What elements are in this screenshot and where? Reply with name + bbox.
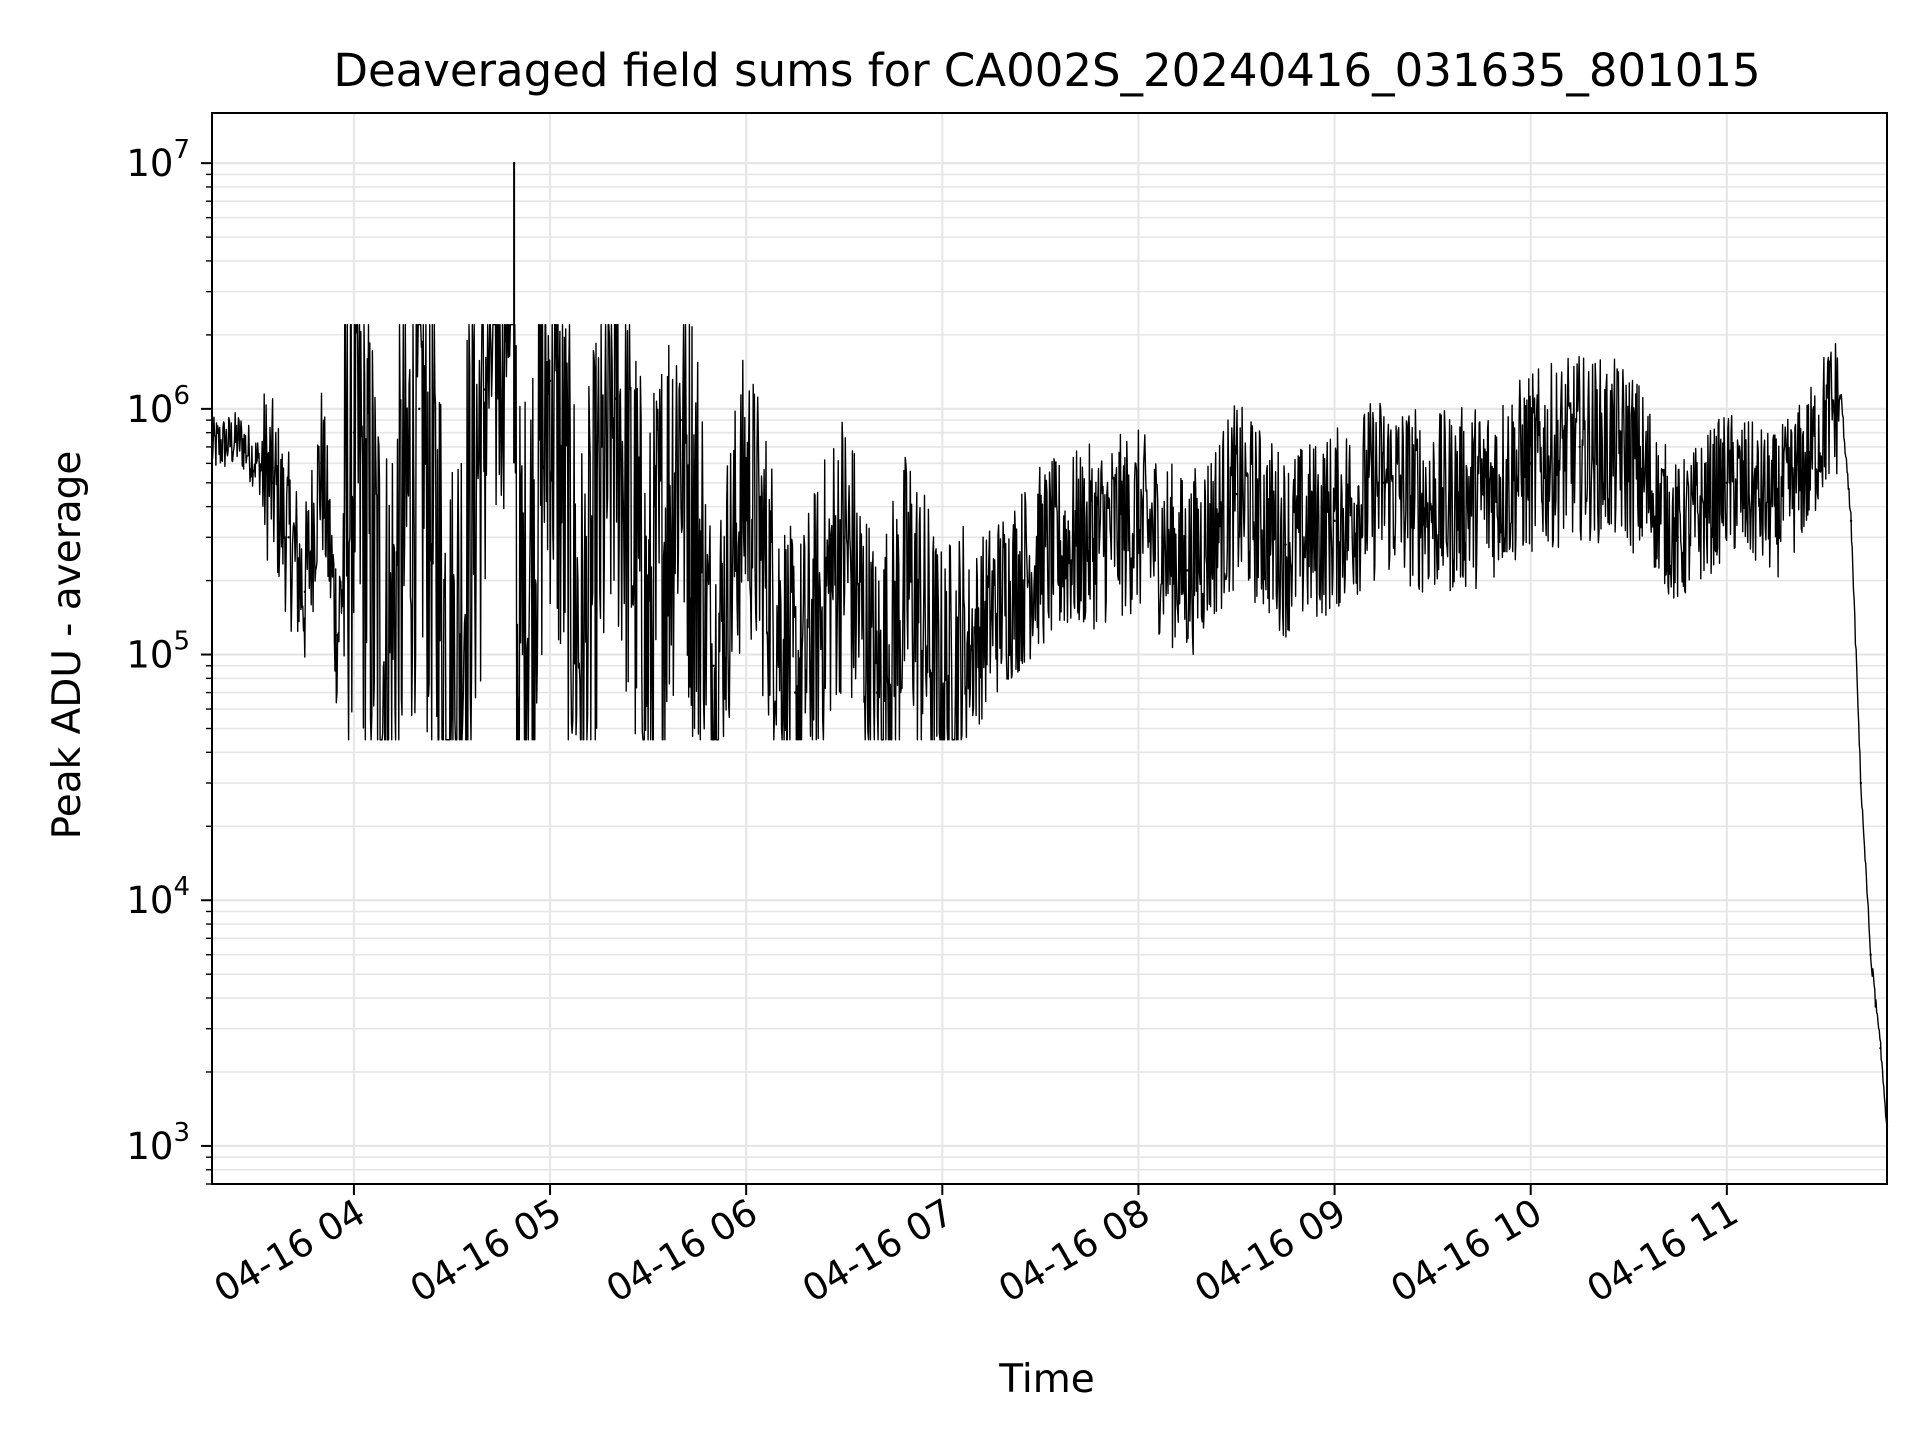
- data-point: [336, 633, 339, 637]
- x-axis-label: Time: [998, 1357, 1094, 1402]
- data-point: [1088, 536, 1091, 539]
- series-line: [211, 324, 1888, 1127]
- data-point: [581, 664, 584, 667]
- data-point: [744, 481, 748, 485]
- y-tick-label: 106: [126, 381, 190, 431]
- data-point: [614, 397, 617, 400]
- data-point: [450, 699, 454, 702]
- y-tick-label: 107: [126, 135, 190, 185]
- data-point: [1879, 1046, 1882, 1050]
- data-point: [303, 590, 307, 594]
- data-point: [1578, 445, 1581, 449]
- chart-title: Deaveraged field sums for CA002S_2024041…: [333, 44, 1760, 97]
- data-point: [1529, 462, 1532, 465]
- data-point: [794, 691, 797, 694]
- data-point: [679, 418, 683, 422]
- data-point: [1382, 481, 1385, 485]
- data-point: [1774, 505, 1778, 508]
- data-point: [548, 379, 552, 383]
- data-point: [1849, 519, 1853, 523]
- data-layer: [210, 161, 1889, 1128]
- data-point: [320, 462, 323, 465]
- data-point: [875, 691, 879, 694]
- data-point: [1840, 397, 1843, 400]
- data-point: [1431, 505, 1434, 508]
- data-point: [1284, 543, 1287, 546]
- y-tick-label: 104: [126, 872, 190, 922]
- data-point: [1725, 481, 1729, 485]
- data-point: [646, 653, 650, 656]
- data-point: [1823, 418, 1827, 422]
- data-point: [843, 536, 846, 539]
- data-point: [238, 438, 241, 441]
- data-point: [418, 407, 421, 411]
- data-point: [1807, 462, 1810, 465]
- data-point: [1039, 555, 1042, 558]
- data-point: [483, 388, 486, 391]
- data-point: [1137, 519, 1140, 523]
- data-point: [352, 431, 356, 434]
- data-point: [385, 677, 388, 680]
- data-point: [712, 664, 715, 667]
- y-tick-label: 103: [126, 1118, 190, 1168]
- data-point: [1235, 492, 1238, 496]
- plot-frame: [211, 112, 1888, 1185]
- data-point: [1676, 536, 1679, 539]
- data-point: [271, 481, 274, 485]
- data-point: [1859, 781, 1863, 785]
- data-point: [1333, 519, 1336, 523]
- data-point: [990, 610, 993, 613]
- data-point: [287, 536, 290, 539]
- y-axis-label: Peak ADU - average: [45, 451, 90, 840]
- data-point: [1186, 569, 1189, 572]
- data-point: [516, 677, 519, 680]
- data-point: [941, 691, 944, 694]
- data-point: [908, 579, 911, 582]
- data-point: [1627, 453, 1630, 457]
- data-point: [1480, 492, 1483, 496]
- data-point: [1869, 953, 1872, 956]
- y-tick-label: 105: [126, 627, 190, 677]
